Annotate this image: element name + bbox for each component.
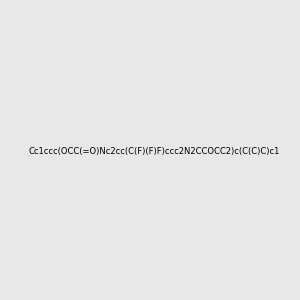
Text: Cc1ccc(OCC(=O)Nc2cc(C(F)(F)F)ccc2N2CCOCC2)c(C(C)C)c1: Cc1ccc(OCC(=O)Nc2cc(C(F)(F)F)ccc2N2CCOCC… [28,147,279,156]
